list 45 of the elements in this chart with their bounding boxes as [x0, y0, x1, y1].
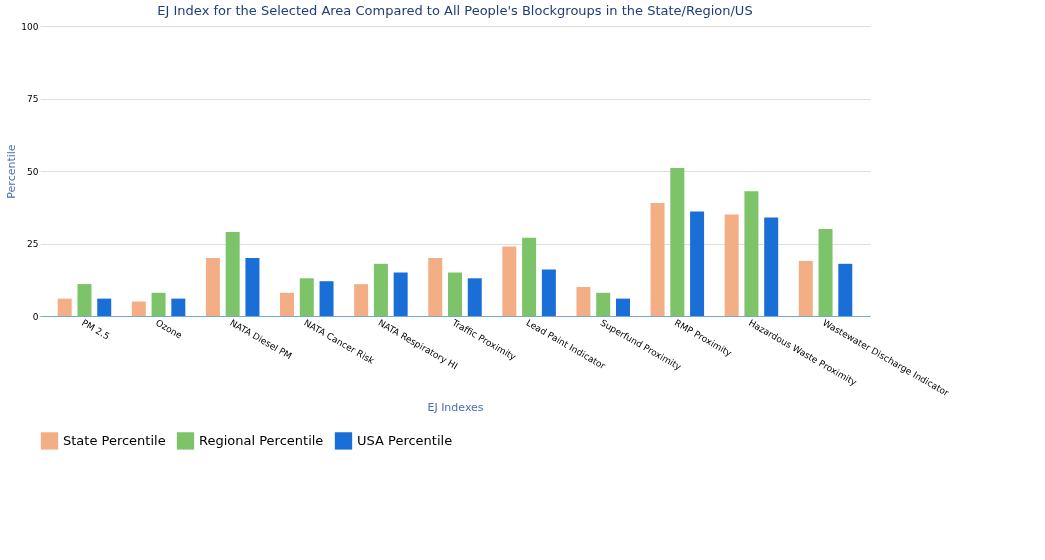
legend-label: State Percentile — [63, 432, 166, 448]
bar — [650, 202, 665, 316]
legend-label: Regional Percentile — [199, 432, 324, 448]
bar — [245, 258, 260, 316]
bar — [57, 298, 72, 316]
bar — [205, 258, 220, 316]
bar — [522, 237, 537, 316]
bar — [151, 292, 166, 316]
x-axis-title: EJ Indexes — [427, 401, 484, 415]
bar — [428, 258, 443, 316]
bar — [77, 284, 92, 316]
bar — [838, 263, 853, 316]
y-tick-label: 25 — [27, 239, 39, 249]
chart-title: EJ Index for the Selected Area Compared to All People's Blockgroups in the State/Region/US — [157, 3, 753, 18]
y-tick-label: 100 — [21, 21, 39, 32]
bar — [502, 246, 517, 316]
x-tick-label: PM 2.5 — [79, 317, 112, 342]
bar — [670, 168, 685, 316]
bar — [225, 231, 240, 316]
y-tick-label: 75 — [27, 94, 39, 104]
bar — [690, 211, 705, 316]
bar — [280, 292, 295, 316]
bar — [354, 284, 369, 316]
y-tick-label: 0 — [32, 311, 39, 322]
bar — [541, 269, 556, 316]
bar — [764, 217, 779, 316]
bar — [131, 301, 146, 316]
bar — [744, 191, 759, 316]
bar — [576, 287, 591, 316]
bar — [596, 292, 611, 316]
bar — [467, 278, 482, 316]
bar — [373, 263, 388, 316]
bar — [818, 229, 833, 316]
bar — [171, 298, 186, 316]
bar — [448, 272, 462, 316]
bar — [97, 298, 112, 316]
y-tick-label: 50 — [27, 166, 39, 177]
legend-label: USA Percentile — [357, 432, 453, 448]
bar — [319, 281, 334, 316]
y-axis-title: Percentile — [5, 144, 19, 199]
bar — [299, 278, 314, 316]
bar — [393, 272, 408, 316]
bar — [615, 298, 630, 316]
bar — [724, 214, 739, 316]
bar — [798, 260, 813, 316]
